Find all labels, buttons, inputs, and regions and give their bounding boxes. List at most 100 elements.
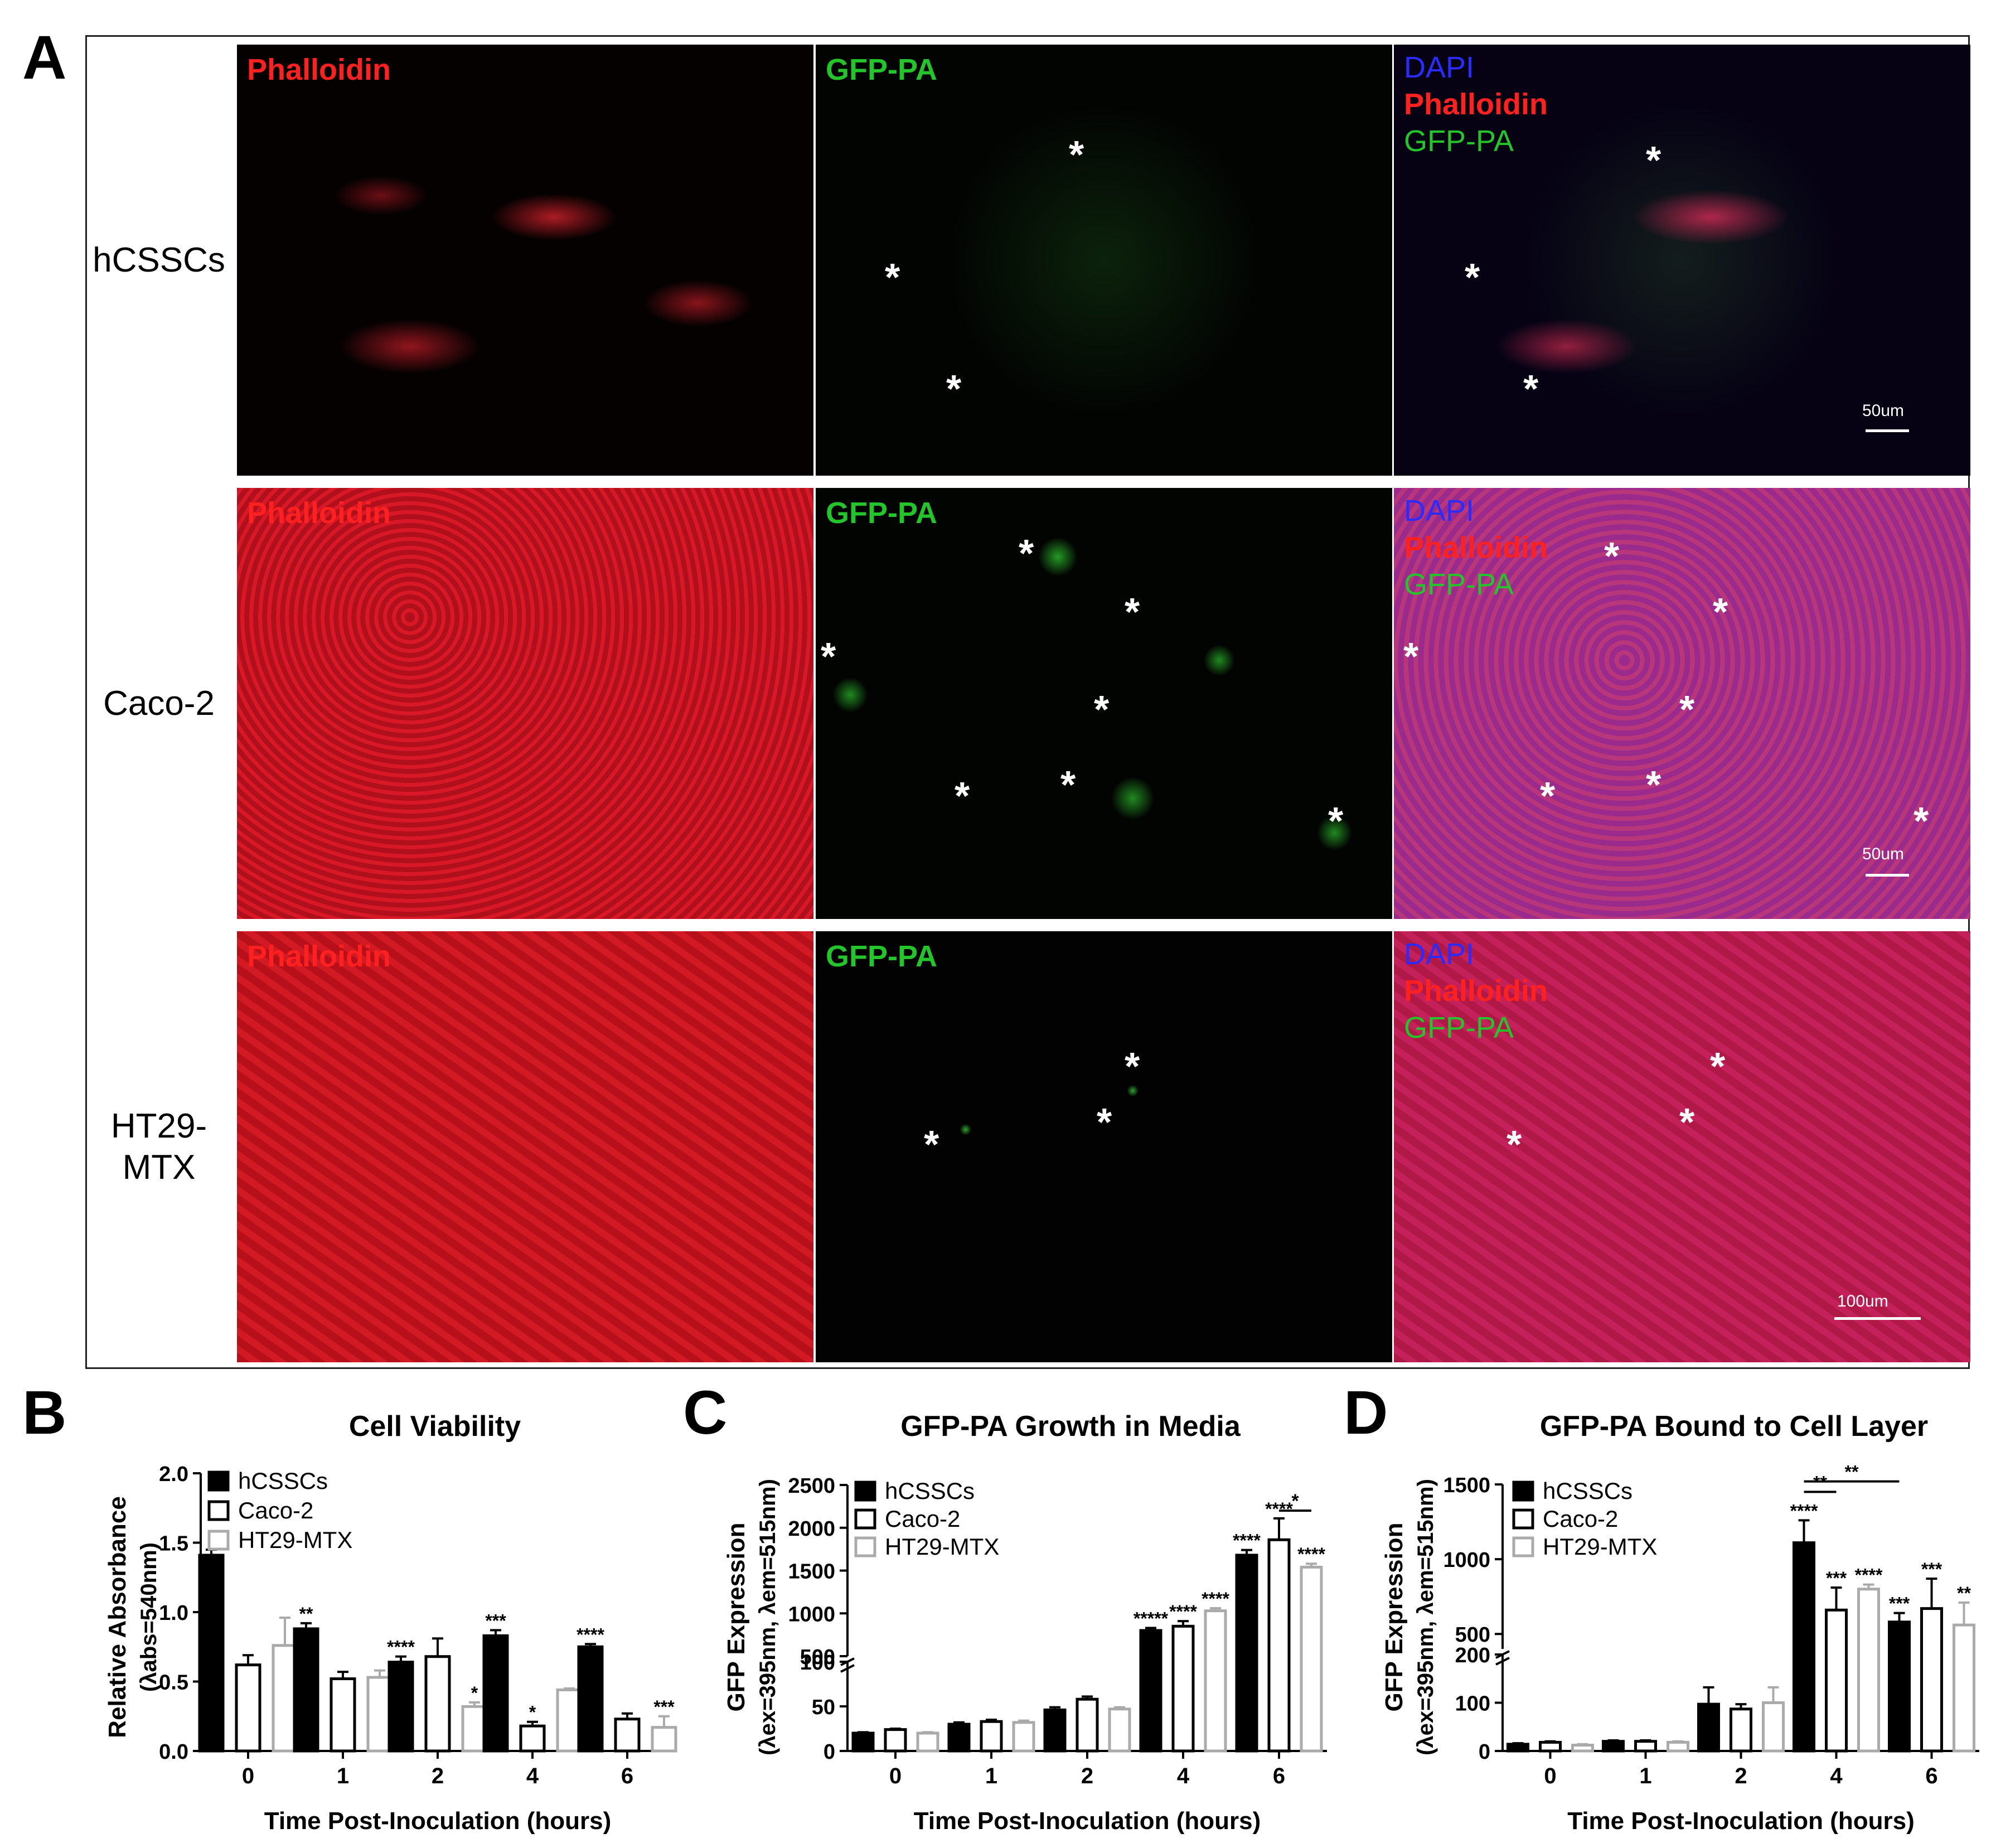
- significance-label: ****: [1855, 1565, 1883, 1585]
- significance-label: ****: [387, 1637, 415, 1657]
- significance-label: ****: [1233, 1531, 1261, 1551]
- bacteria-asterisk: *: [1710, 1044, 1726, 1088]
- x-axis-title: Time Post-Inoculation (hours): [264, 1807, 612, 1835]
- axis-break-mark: [840, 1664, 855, 1673]
- x-tick-label: 4: [1177, 1764, 1190, 1788]
- bar-hCSSCs: [1506, 1743, 1529, 1753]
- legend-swatch: [207, 1530, 230, 1551]
- bar-HT29-MTX: [1012, 1721, 1035, 1753]
- significance-label: ***: [1889, 1594, 1910, 1614]
- bar-Caco-2: [1171, 1624, 1195, 1753]
- bacteria-asterisk: *: [1540, 774, 1556, 817]
- bar-hCSSCs: [1793, 1541, 1815, 1753]
- micrograph-1-merge: DAPI Phalloidin GFP-PA: [1394, 45, 1970, 476]
- x-tick-label: 2: [1081, 1764, 1093, 1788]
- y-axis-label-sub: (λex=395nm, λem=515nm): [755, 1479, 780, 1755]
- bar-hCSSCs: [1043, 1708, 1067, 1753]
- y-axis-label-main: Relative Absorbance: [104, 1496, 131, 1738]
- significance-bracket-label: *: [1291, 1491, 1299, 1512]
- y-tick-label: 1000: [788, 1603, 835, 1626]
- x-tick-label: 2: [1735, 1764, 1747, 1788]
- micrograph-2-gfp: GFP-PA: [816, 488, 1392, 919]
- bar-Caco-2: [614, 1718, 641, 1753]
- bacteria-asterisk: *: [1328, 799, 1344, 843]
- bacteria-asterisk: *: [1403, 635, 1419, 678]
- channel-label-gfp: GFP-PA: [1404, 124, 1514, 158]
- bar-HT29-MTX: [651, 1726, 677, 1753]
- legend-label: HT29-MTX: [885, 1533, 999, 1560]
- chart-title: GFP-PA Growth in Media: [900, 1410, 1241, 1443]
- y-tick-label: 1500: [1443, 1474, 1490, 1497]
- channel-label-phalloidin: Phalloidin: [247, 53, 391, 86]
- x-tick-label: 0: [242, 1764, 254, 1788]
- legend-swatch: [1512, 1508, 1534, 1530]
- y-axis-label-sub: (λabs=540nm): [137, 1542, 161, 1692]
- panel-letter-b: B: [22, 1378, 67, 1447]
- bacteria-asterisk: *: [885, 255, 900, 299]
- row-label-line: HT29-: [110, 1106, 207, 1145]
- bar-hCSSCs: [387, 1661, 414, 1753]
- legend-label: HT29-MTX: [1543, 1533, 1657, 1560]
- scale-bar: [1866, 874, 1909, 877]
- channel-label-gfp: GFP-PA: [826, 496, 937, 530]
- y-tick-label: 2500: [788, 1474, 835, 1498]
- bacteria-asterisk: *: [1646, 763, 1661, 806]
- significance-label: ****: [1265, 1499, 1293, 1519]
- significance-label: ***: [653, 1697, 675, 1717]
- axis-break-mark: [840, 1657, 855, 1666]
- y-axis-label-sub: (λex=395nm, λem=515nm): [1413, 1479, 1438, 1755]
- channel-label-gfp: GFP-PA: [826, 53, 937, 86]
- y-tick-label: 0.0: [159, 1740, 188, 1764]
- legend-label: hCSSCs: [238, 1468, 328, 1494]
- scale-bar: [1834, 1317, 1921, 1320]
- significance-label: ***: [485, 1610, 506, 1631]
- axis-break-mark: [1495, 1650, 1510, 1659]
- chart-cell-viability: Cell Viability Time Post-Inoculation (hou…: [104, 1410, 677, 1835]
- legend-label: hCSSCs: [885, 1478, 975, 1504]
- y-tick-label: 2000: [788, 1517, 835, 1541]
- significance-label: **: [299, 1604, 313, 1624]
- bacteria-asterisk: *: [1094, 688, 1110, 731]
- bar-Caco-2: [235, 1663, 261, 1753]
- micrograph-2-phalloidin: Phalloidin: [237, 488, 813, 919]
- bar-HT29-MTX: [1667, 1740, 1689, 1753]
- chart-title: GFP-PA Bound to Cell Layer: [1540, 1410, 1928, 1443]
- bar-HT29-MTX: [1108, 1707, 1131, 1753]
- scale-bar-label: 50um: [1862, 401, 1905, 420]
- significance-label: ****: [1202, 1589, 1229, 1609]
- micrograph-2-merge: DAPI Phalloidin GFP-PA: [1394, 488, 1970, 919]
- legend-label: Caco-2: [885, 1506, 960, 1532]
- panel-letter-c: C: [683, 1378, 728, 1447]
- bacteria-asterisk: *: [1713, 590, 1728, 633]
- panel-letter-d: D: [1344, 1378, 1388, 1447]
- x-tick-label: 6: [1925, 1764, 1937, 1788]
- bacteria-asterisk: *: [1604, 534, 1620, 578]
- micrograph-3-phalloidin: Phalloidin: [237, 931, 813, 1362]
- y-tick-label: 0.5: [159, 1671, 188, 1695]
- bar-Caco-2: [980, 1720, 1003, 1753]
- bacteria-asterisk: *: [1069, 133, 1084, 176]
- micrograph-1-phalloidin: Phalloidin: [237, 45, 813, 476]
- scale-bar: [1866, 429, 1909, 432]
- channel-label-phalloidin: Phalloidin: [1404, 531, 1548, 564]
- x-tick-label: 1: [985, 1764, 997, 1788]
- bar-hCSSCs: [1235, 1554, 1258, 1753]
- bar-Caco-2: [1076, 1697, 1099, 1753]
- channel-label-gfp: GFP-PA: [826, 940, 937, 973]
- bar-hCSSCs: [198, 1554, 225, 1753]
- bar-hCSSCs: [1139, 1629, 1162, 1753]
- significance-label: **: [1957, 1583, 1971, 1603]
- x-tick-label: 6: [1273, 1764, 1285, 1788]
- bacteria-asterisk: *: [1679, 1100, 1695, 1144]
- micrograph-1-gfp: GFP-PA: [816, 45, 1392, 476]
- bacteria-asterisk: *: [1125, 1044, 1140, 1088]
- bacteria-asterisk: *: [1914, 799, 1929, 843]
- bar-hCSSCs: [947, 1723, 971, 1753]
- x-tick-label: 2: [432, 1764, 444, 1788]
- x-axis-title: Time Post-Inoculation (hours): [914, 1807, 1261, 1835]
- y-axis-label-main: GFP Expression: [1380, 1522, 1408, 1711]
- y-tick-label: 100: [1455, 1692, 1490, 1716]
- significance-label: ****: [577, 1624, 604, 1644]
- y-tick-label: 0: [823, 1740, 835, 1764]
- y-tick-label: 1500: [788, 1560, 835, 1584]
